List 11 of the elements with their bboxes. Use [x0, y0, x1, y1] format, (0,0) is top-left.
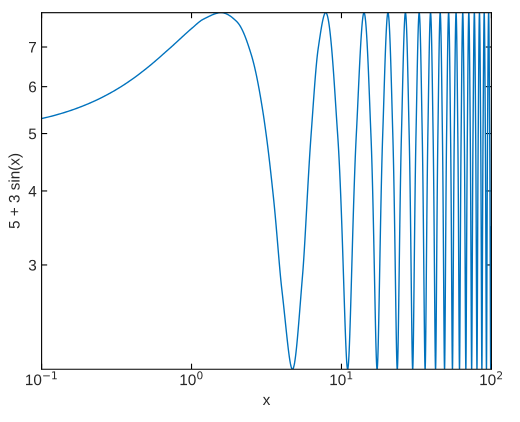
x-tick-label: 10$^{1}$	[330, 371, 352, 386]
x-tick-label: 10$^{0}$	[180, 371, 203, 386]
y-tick-label: 4	[28, 186, 36, 196]
y-axis-title: 5 + 3 sin(x)	[8, 154, 23, 228]
x-axis-title: x	[262, 396, 270, 405]
y-tick-label: 7	[29, 42, 36, 53]
x-tick-label: 10$^{−1}$	[26, 371, 57, 386]
y-tick-label: 6	[29, 82, 36, 92]
x-tick-label: 10$^{2}$	[480, 371, 502, 386]
y-tick-label: 3	[28, 260, 36, 271]
y-tick-label: 5	[28, 128, 36, 140]
